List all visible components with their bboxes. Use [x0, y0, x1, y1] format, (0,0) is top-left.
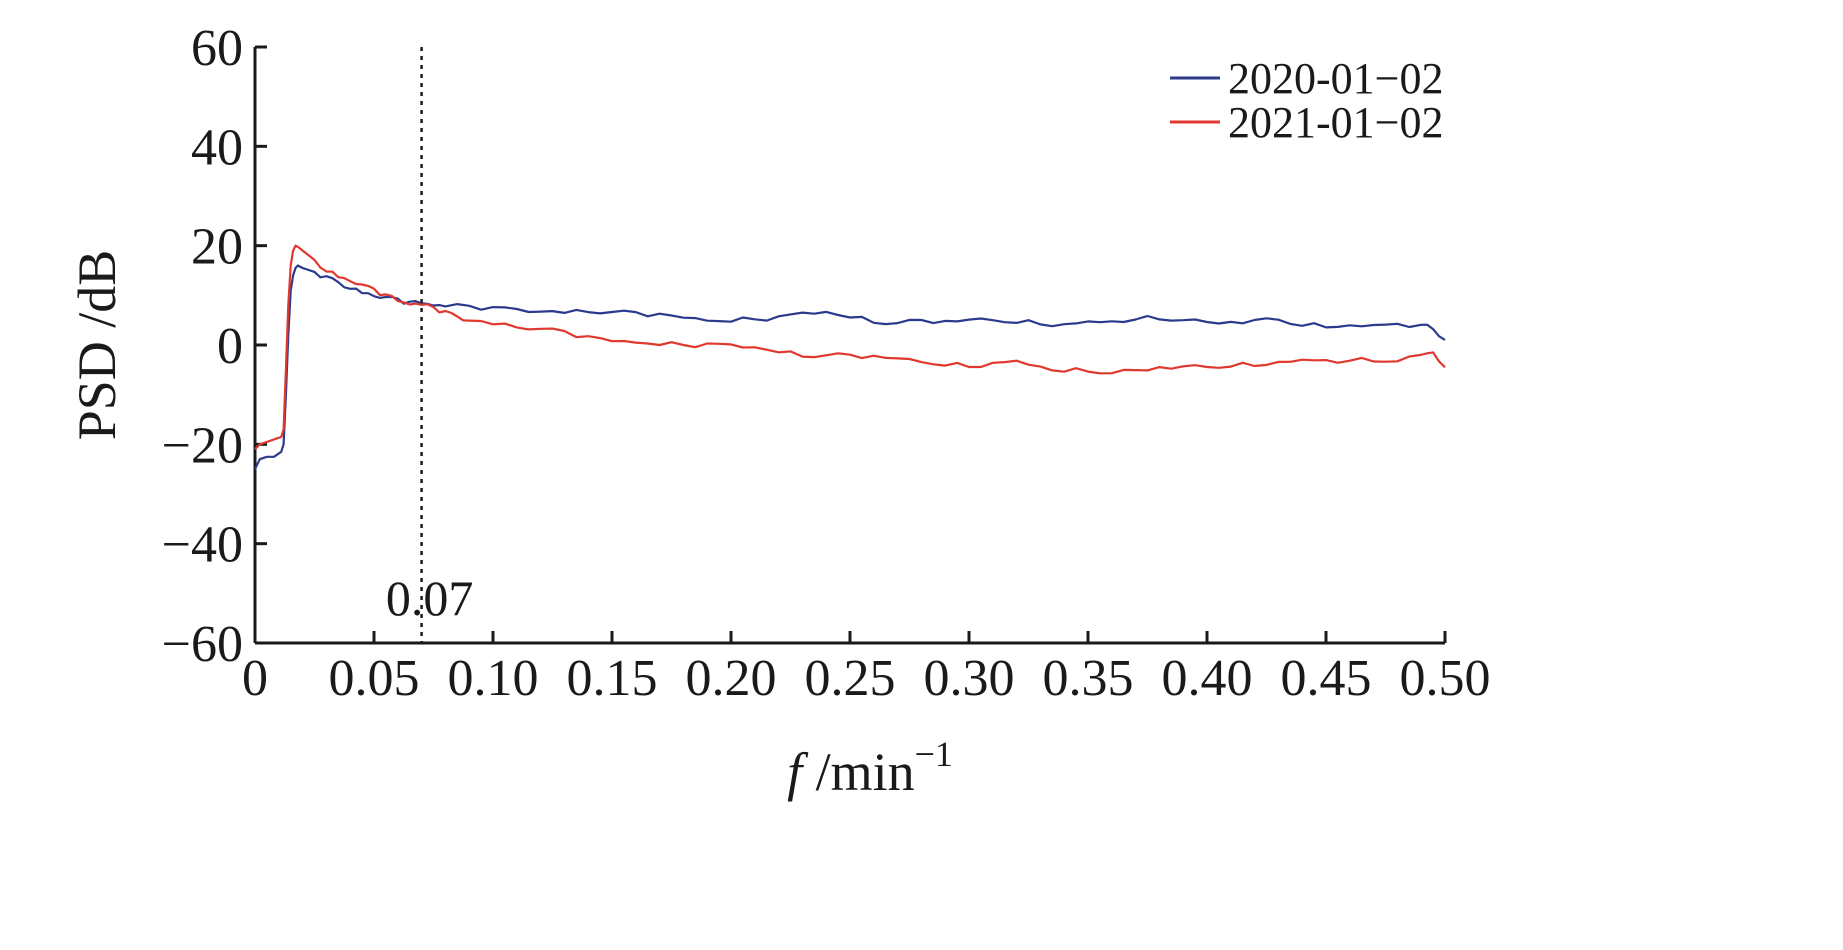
annotations: 0.07 [386, 47, 474, 643]
y-tick-label: 0 [217, 318, 243, 375]
x-tick-label: 0.35 [1043, 650, 1134, 707]
x-tick-label: 0.05 [329, 650, 420, 707]
x-tick-label: 0.25 [805, 650, 896, 707]
x-tick-label: 0.50 [1400, 650, 1491, 707]
x-tick-label: 0.10 [448, 650, 539, 707]
series-line-1 [254, 264, 1446, 470]
x-tick-label: 0.15 [567, 650, 658, 707]
x-axis-title-unit: /min [802, 742, 915, 802]
x-axis-title: f /min−1 [787, 734, 953, 802]
y-tick-label: 40 [191, 119, 243, 176]
x-tick-label: 0.40 [1162, 650, 1253, 707]
y-tick-label: −20 [162, 417, 243, 474]
vline-label: 0.07 [386, 570, 474, 626]
series-lines [254, 244, 1446, 470]
x-tick-label: 0.20 [686, 650, 777, 707]
x-tick-label: 0 [242, 650, 268, 707]
y-tick-label: −40 [162, 517, 243, 574]
y-tick-label: 20 [191, 219, 243, 276]
y-tick-label: 60 [191, 20, 243, 77]
legend-label-1: 2020-01−02 [1228, 54, 1443, 103]
legend-label-2: 2021-01−02 [1228, 98, 1443, 147]
x-axis-title-exponent: −1 [915, 734, 953, 774]
x-tick-label: 0.30 [924, 650, 1015, 707]
y-tick-label: −60 [162, 616, 243, 673]
x-tick-label: 0.45 [1281, 650, 1372, 707]
series-line-2 [254, 244, 1446, 451]
y-axis-title: PSD /dB [67, 250, 127, 441]
